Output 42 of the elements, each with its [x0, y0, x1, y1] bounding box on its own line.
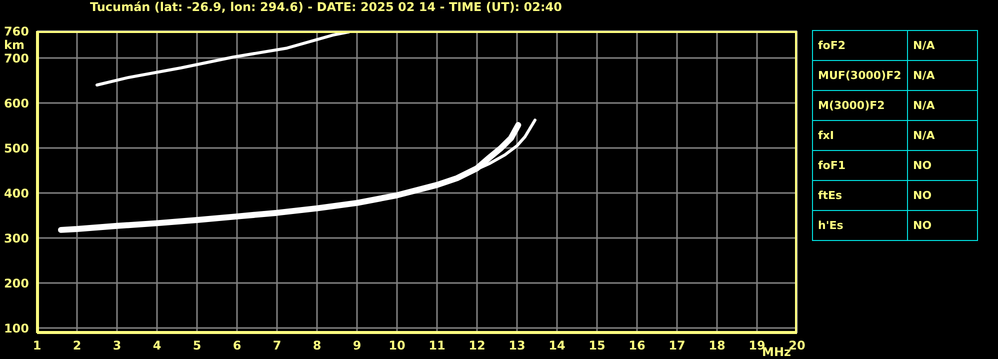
x-tick-label: 4: [152, 338, 162, 353]
x-tick-label: 12: [468, 338, 486, 353]
x-tick-label: 17: [668, 338, 686, 353]
x-tick-label: 11: [428, 338, 446, 353]
x-tick-label: 6: [232, 338, 242, 353]
text: N/A: [908, 90, 978, 120]
y-tick-label: 100: [4, 321, 29, 336]
y-tick-label: 300: [4, 231, 29, 246]
chart-title: Tucumán (lat: -26.9, lon: 294.6) - DATE: 2025 02 14 - TIME (UT): 02:40: [90, 0, 562, 14]
x-tick-label: 10: [388, 338, 406, 353]
category-label: foF2: [818, 39, 846, 52]
x-tick-label: 3: [112, 338, 122, 353]
y-tick-label: 700: [4, 51, 29, 66]
category-label: ftEs: [818, 189, 842, 202]
x-tick-label: 8: [312, 338, 322, 353]
category-label: fxI: [818, 129, 834, 142]
y-tick-label: 760: [4, 24, 29, 38]
text: N/A: [908, 30, 978, 60]
x-tick-label: 2: [72, 338, 82, 353]
x-tick-label: 15: [588, 338, 606, 353]
x-tick-label: 9: [352, 338, 362, 353]
y-tick-label: 600: [4, 96, 29, 110]
y-tick-label: 400: [4, 186, 29, 200]
y-axis-title: km: [4, 38, 24, 52]
category-label: M(3000)F2: [818, 99, 885, 112]
text: NO: [908, 180, 978, 210]
y-tick-label: 500: [4, 141, 29, 156]
text: NO: [908, 150, 978, 180]
category-label: MUF(3000)F2: [818, 69, 902, 82]
text: N/A: [908, 120, 978, 150]
category-label: h'Es: [818, 219, 844, 232]
x-tick-label: 7: [272, 338, 282, 353]
y-tick-label: 200: [4, 276, 29, 290]
x-tick-label: 1: [32, 338, 42, 353]
text: N/A: [908, 60, 978, 90]
x-tick-label: 16: [628, 338, 646, 353]
text: NO: [908, 210, 978, 240]
x-tick-label: 13: [508, 338, 526, 353]
x-tick-label: 18: [708, 338, 726, 353]
category-label: foF1: [818, 159, 846, 172]
x-tick-label: 5: [192, 338, 202, 353]
x-tick-label: 14: [548, 338, 566, 353]
